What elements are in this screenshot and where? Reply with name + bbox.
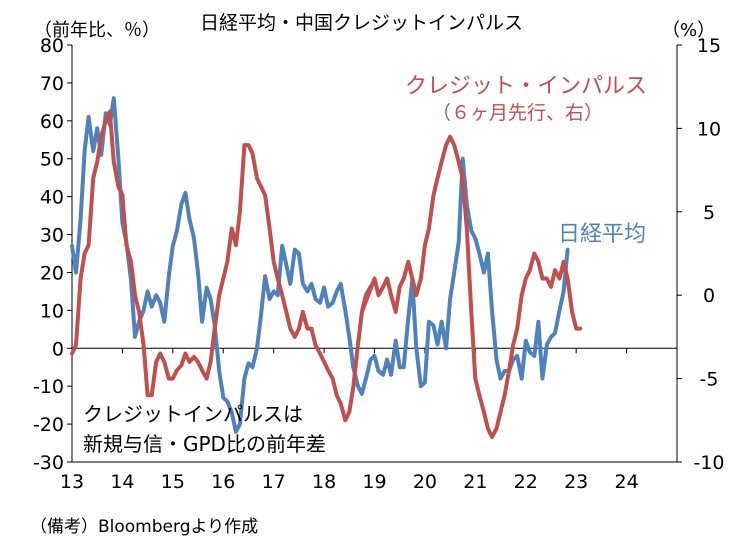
left-tick-label: 20 bbox=[40, 262, 64, 284]
right-tick-label: -5 bbox=[700, 369, 719, 391]
right-tick-label: -10 bbox=[693, 452, 724, 474]
left-tick-label: 60 bbox=[40, 111, 64, 133]
source-note: （備考）Bloombergより作成 bbox=[30, 517, 259, 537]
x-axis-ticks: 13 14 15 16 17 18 19 20 21 22 23 24 bbox=[60, 348, 639, 493]
x-tick-label: 23 bbox=[564, 471, 588, 493]
x-tick-label: 17 bbox=[262, 471, 286, 493]
x-tick-label: 18 bbox=[312, 471, 336, 493]
x-tick-label: 19 bbox=[362, 471, 386, 493]
x-tick-label: 14 bbox=[110, 471, 134, 493]
left-axis-ticks: -30 -20 -10 0 10 20 30 40 50 60 70 80 bbox=[33, 35, 72, 474]
credit-impulse-label: クレジット・インパルス bbox=[405, 74, 648, 99]
right-tick-label: 10 bbox=[697, 118, 721, 140]
note-line-2: 新規与信・GPD比の前年差 bbox=[83, 432, 326, 456]
nikkei-label: 日経平均 bbox=[558, 222, 647, 247]
right-tick-label: 15 bbox=[697, 35, 721, 57]
left-tick-label: -10 bbox=[33, 376, 64, 398]
right-tick-label: 5 bbox=[703, 202, 715, 224]
x-tick-label: 15 bbox=[161, 471, 185, 493]
x-tick-label: 24 bbox=[614, 471, 638, 493]
x-tick-label: 21 bbox=[463, 471, 487, 493]
nikkei-series-line bbox=[70, 96, 570, 434]
x-tick-label: 16 bbox=[211, 471, 235, 493]
left-tick-label: 40 bbox=[40, 187, 64, 209]
left-tick-label: -30 bbox=[33, 452, 64, 474]
x-tick-label: 13 bbox=[60, 471, 84, 493]
credit-impulse-sublabel: （６ヶ月先行、右） bbox=[432, 102, 604, 124]
left-tick-label: 80 bbox=[40, 35, 64, 57]
right-axis-ticks: -10 -5 0 5 10 15 bbox=[677, 35, 725, 474]
left-tick-label: 30 bbox=[40, 225, 64, 247]
series-lines bbox=[70, 96, 583, 439]
note-line-1: クレジットインパルスは bbox=[83, 402, 303, 426]
left-tick-label: 70 bbox=[40, 73, 64, 95]
chart-title: 日経平均・中国クレジットインパルス bbox=[200, 12, 524, 34]
left-axis-unit: （前年比、％） bbox=[34, 20, 160, 41]
right-axis-unit: （%） bbox=[662, 20, 716, 41]
left-tick-label: 50 bbox=[40, 149, 64, 171]
right-tick-label: 0 bbox=[703, 285, 715, 307]
left-tick-label: -20 bbox=[33, 414, 64, 436]
x-tick-label: 22 bbox=[514, 471, 538, 493]
credit-impulse-series-line bbox=[70, 109, 583, 439]
left-tick-label: 10 bbox=[40, 300, 64, 322]
left-tick-label: 0 bbox=[52, 338, 64, 360]
x-tick-label: 20 bbox=[413, 471, 437, 493]
